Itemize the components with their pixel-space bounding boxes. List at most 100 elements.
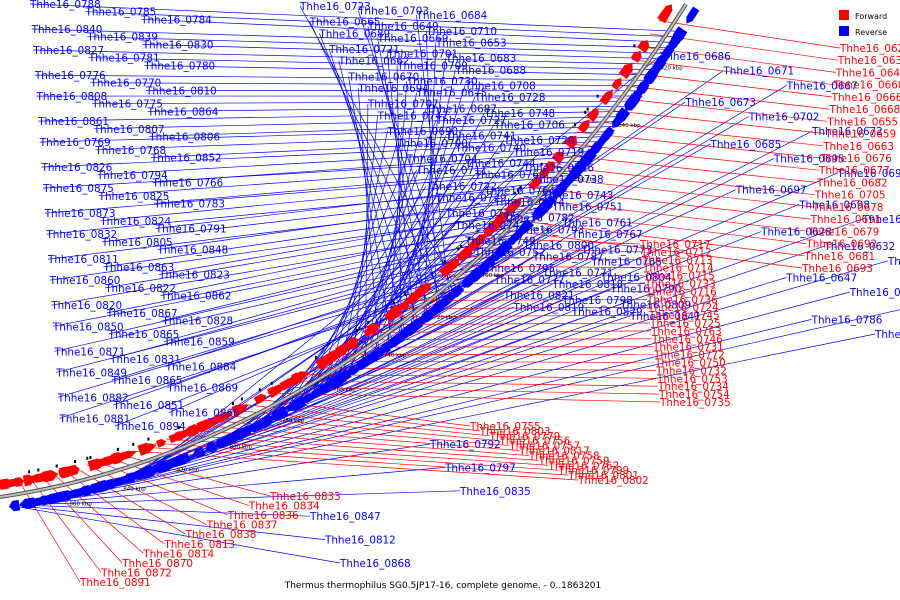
tick-label: 660 kbp <box>574 177 597 183</box>
reverse-gene-label: Thhe16_0635 <box>887 256 900 268</box>
reverse-gene-label: Thhe16_0776 <box>34 70 106 82</box>
reverse-gene-label: Thhe16_0894 <box>114 421 186 433</box>
reverse-label-leader <box>43 443 431 503</box>
reverse-label-leader <box>90 82 647 86</box>
reverse-label-leader <box>41 140 605 168</box>
reverse-gene-label: Thhe16_0690 <box>386 126 458 138</box>
forward-gene-label: Thhe16_0817 <box>518 446 590 458</box>
forward-gene-arrow <box>456 252 466 262</box>
forward-gene-label: Thhe16_0725 <box>649 318 721 330</box>
rna-feature-mark <box>355 329 358 332</box>
reverse-gene-label: Thhe16_0727 <box>435 115 507 127</box>
forward-gene-label: Thhe16_0837 <box>206 520 278 532</box>
forward-gene-label: Thhe16_0870 <box>121 558 193 570</box>
reverse-label-leader <box>92 100 636 105</box>
tick-label: 680 kbp <box>529 227 552 233</box>
reverse-label-leader <box>63 291 850 499</box>
rna-feature-mark <box>132 442 135 446</box>
rna-feature-mark <box>443 259 446 263</box>
forward-gene-arrow <box>231 404 242 417</box>
rna-feature-mark <box>358 326 361 330</box>
backbone <box>0 2 688 499</box>
reverse-gene-label: Thhe16_0684 <box>416 10 488 22</box>
forward-label-leader <box>567 143 820 171</box>
forward-label-leader <box>538 176 813 208</box>
reverse-gene-label: Thhe16_0667 <box>786 80 858 92</box>
forward-gene-arrow <box>438 266 450 278</box>
reverse-gene-label: Thhe16_0689 <box>318 28 390 40</box>
reverse-gene-label: Thhe16_0780 <box>143 60 215 72</box>
reverse-label-leader <box>87 218 863 493</box>
reverse-label-leader <box>159 303 621 471</box>
forward-gene-label: Thhe16_0731 <box>652 342 724 354</box>
reverse-gene-arrow <box>506 233 519 246</box>
reverse-label-leader <box>56 261 494 373</box>
reverse-gene-label: Thhe16_0647 <box>785 273 857 285</box>
forward-label-leader <box>548 165 815 196</box>
reverse-gene-label: Thhe16_0831 <box>109 354 181 366</box>
forward-gene-label: Thhe16_0833 <box>269 491 341 503</box>
forward-label-leader <box>18 479 81 583</box>
tick-label: 740 kbp <box>384 353 407 359</box>
reverse-gene-label: Thhe16_0807 <box>93 124 165 136</box>
forward-gene-label: Thhe16_0801 <box>567 470 639 482</box>
forward-gene-arrow <box>577 119 590 134</box>
forward-gene-label: Thhe16_0714 <box>642 263 714 275</box>
reverse-gene-label: Thhe16_0808 <box>36 91 108 103</box>
forward-gene-label: Thhe16_0772 <box>653 350 725 362</box>
forward-gene-label: Thhe16_0757 <box>508 441 580 453</box>
reverse-label-leader <box>425 30 438 312</box>
reverse-gene-label: Thhe16_0869 <box>166 383 238 395</box>
reverse-gene-label: Thhe16_0789 <box>874 329 900 341</box>
tick-label: 860 kbp <box>69 502 92 508</box>
forward-label-leader <box>604 96 828 122</box>
forward-gene-arrow <box>253 395 263 405</box>
reverse-label-leader <box>108 240 515 335</box>
rna-feature-mark <box>584 110 587 114</box>
backbone-line <box>0 3 687 498</box>
reverse-gene-label: Thhe16_0760 <box>474 170 546 182</box>
reverse-gene-label: Thhe16_0761 <box>561 217 633 229</box>
reverse-label-leader <box>299 5 460 293</box>
rna-feature-mark <box>37 468 40 472</box>
reverse-gene-label: Thhe16_0865 <box>108 329 180 341</box>
reverse-gene-label: Thhe16_0824 <box>99 216 171 228</box>
forward-gene-label: Thhe16_0754 <box>658 389 730 401</box>
forward-gene-label: Thhe16_0750 <box>654 358 726 370</box>
forward-gene-arrow <box>58 469 68 478</box>
reverse-gene-label: Thhe16_0738 <box>532 174 604 186</box>
forward-gene-label: Thhe16_0668 <box>829 104 900 116</box>
reverse-gene-label: Thhe16_0820 <box>50 300 122 312</box>
reverse-gene-label: Thhe16_0827 <box>32 45 104 57</box>
forward-label-leader <box>52 472 144 554</box>
forward-gene-label: Thhe16_0682 <box>816 177 888 189</box>
forward-gene-label: Thhe16_0643 <box>835 67 900 79</box>
reverse-gene-label: Thhe16_0865 <box>111 375 183 387</box>
forward-gene-arrow <box>563 135 578 150</box>
reverse-label-leader <box>142 44 666 60</box>
reverse-gene-label: Thhe16_0672 <box>811 126 883 138</box>
forward-gene-arrow <box>0 479 9 490</box>
rna-feature-mark <box>460 244 463 248</box>
reverse-label-leader <box>51 223 532 306</box>
forward-gene-arrow <box>315 356 332 370</box>
forward-gene-arrow <box>168 432 185 444</box>
reverse-gene-label: Thhe16_0840 <box>31 24 103 36</box>
reverse-label-leader <box>144 65 655 76</box>
reverse-gene-label: Thhe16_0708 <box>464 81 536 93</box>
reverse-gene-label: Thhe16_0719 <box>513 147 585 159</box>
reverse-label-leader <box>33 49 662 65</box>
reverse-gene-label: Thhe16_0770 <box>90 78 162 90</box>
reverse-gene-label: Thhe16_0795 <box>483 263 555 275</box>
reverse-label-leader <box>277 190 485 418</box>
reverse-label-leader <box>337 131 388 383</box>
reverse-gene-arrow <box>490 250 502 262</box>
reverse-gene-label: Thhe16_0797 <box>444 462 516 474</box>
rna-feature-mark <box>258 388 261 392</box>
forward-gene-label: Thhe16_0813 <box>163 539 235 551</box>
reverse-gene-label: Thhe16_0662 <box>338 56 410 68</box>
reverse-gene-label: Thhe16_0743 <box>542 190 614 202</box>
forward-gene-label: Thhe16_0814 <box>142 548 214 560</box>
reverse-gene-arrow <box>131 468 147 481</box>
reverse-gene-label: Thhe16_0698 <box>798 199 870 211</box>
